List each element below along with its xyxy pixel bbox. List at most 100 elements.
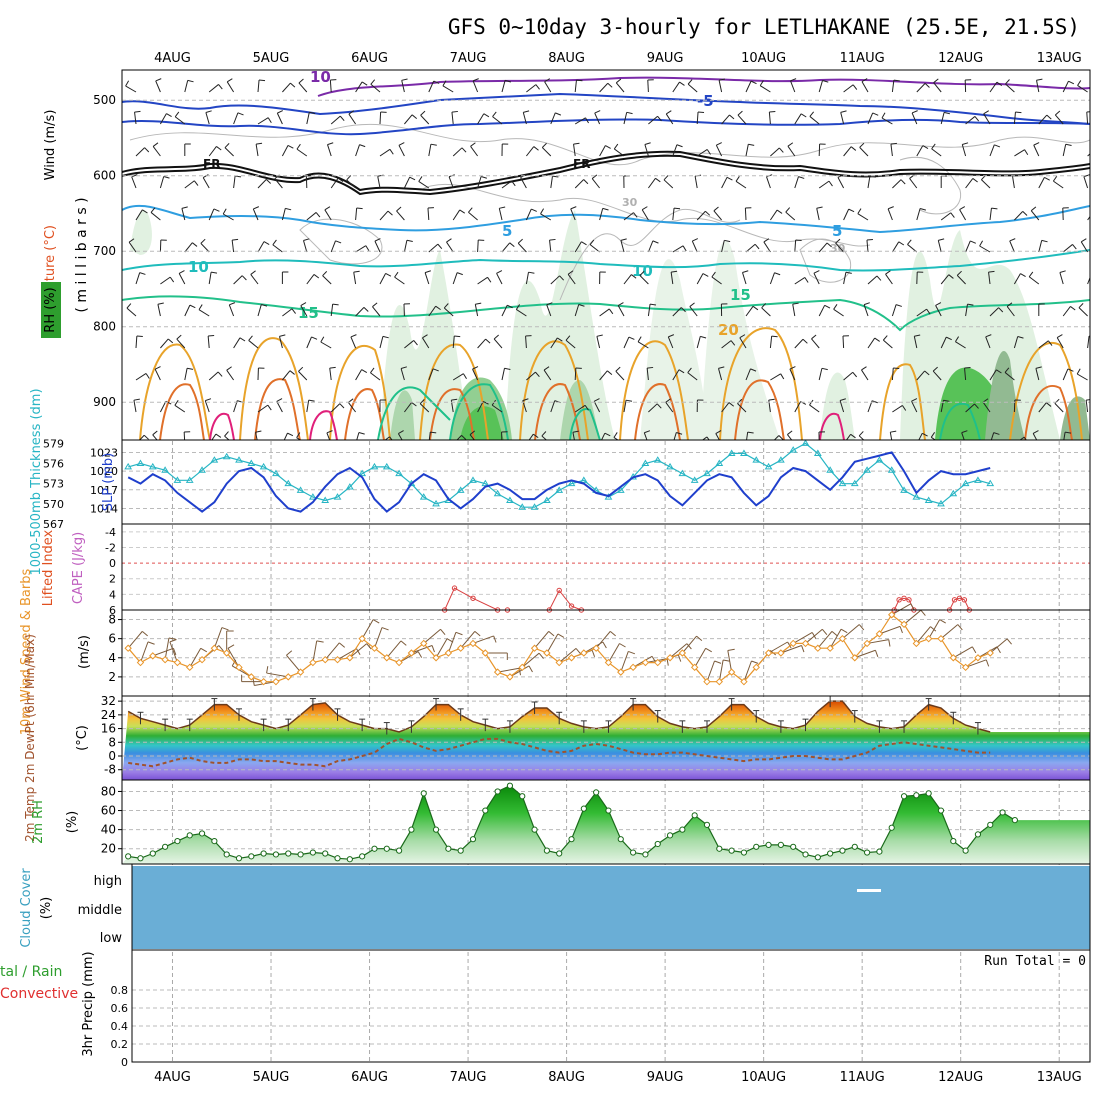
barb-feather	[874, 650, 879, 658]
barb-feather	[798, 176, 805, 179]
barb-feather	[226, 78, 233, 83]
barb-shaft	[989, 208, 992, 221]
barb-feather	[998, 307, 1004, 313]
wind-speed-point	[235, 663, 243, 672]
wind-barb	[257, 303, 268, 317]
barb-feather	[584, 405, 589, 411]
wind-barb	[298, 78, 308, 93]
wind-barb	[794, 176, 805, 189]
barb-feather	[133, 398, 140, 401]
wind-speed-point	[937, 634, 945, 643]
surface-wind-barb	[558, 648, 581, 663]
wind-barb	[160, 338, 174, 349]
barb-feather	[552, 175, 559, 178]
barb-feather	[848, 208, 855, 213]
barb-feather	[974, 116, 980, 122]
date-label: 7AUG	[450, 1070, 487, 1085]
barb-shaft	[477, 176, 482, 189]
wind-barb	[718, 78, 726, 93]
barb-feather	[628, 650, 636, 655]
rh-point	[987, 821, 994, 828]
barb-feather	[217, 371, 223, 377]
barb-shaft	[745, 243, 756, 253]
barb-feather	[677, 654, 682, 662]
wind-barb	[567, 270, 576, 285]
thickness-tick: 567	[43, 518, 64, 531]
wind-barb	[867, 275, 882, 285]
wind-barb	[525, 208, 537, 221]
barb-shaft	[959, 209, 967, 221]
wind-barb	[985, 334, 992, 349]
barb-shaft	[208, 208, 215, 221]
barb-shaft	[477, 338, 487, 349]
wind-barb	[202, 174, 210, 189]
barb-shaft	[937, 240, 942, 253]
rh-point	[580, 805, 587, 812]
barb-shaft	[1035, 368, 1040, 381]
contour-label: 30	[830, 242, 846, 255]
barb-feather	[737, 110, 743, 116]
wind-barb	[300, 302, 308, 317]
barb-feather	[950, 212, 955, 218]
barb-shaft	[233, 275, 243, 285]
barb-shaft	[989, 307, 999, 317]
barb-feather	[279, 334, 286, 337]
barb-shaft	[233, 337, 241, 349]
rh-point	[272, 851, 280, 858]
barb-shaft	[442, 85, 454, 93]
barb-feather	[831, 630, 838, 637]
wind-barb	[517, 238, 527, 253]
barb-shaft	[184, 80, 189, 93]
barb-feather	[291, 308, 296, 314]
barb-shaft	[979, 245, 991, 253]
rh-point	[457, 847, 464, 854]
wind-barb	[152, 142, 161, 157]
barb-shaft	[570, 208, 576, 221]
barb-feather	[178, 270, 185, 274]
barb-shaft	[1038, 340, 1049, 349]
barb-feather	[1078, 303, 1084, 309]
barb-shaft	[207, 336, 210, 349]
barb-feather	[979, 240, 984, 247]
wind-barb	[501, 367, 511, 381]
barb-shaft	[867, 639, 889, 644]
wind-barb	[329, 366, 336, 381]
barb-shaft	[226, 81, 235, 93]
wind-barb	[528, 433, 539, 440]
rh-point	[162, 843, 169, 850]
wind-speed-point	[703, 677, 711, 686]
wind-barb	[979, 240, 991, 253]
wind-barb	[224, 143, 234, 157]
wind-barb	[397, 430, 404, 440]
thickness-point	[678, 469, 687, 477]
wind-barb	[443, 303, 454, 317]
barb-shaft	[889, 432, 893, 440]
wind-barb	[159, 113, 172, 125]
barb-feather	[205, 398, 212, 402]
barb-shaft	[794, 338, 804, 349]
wind-barb	[613, 432, 619, 440]
barb-shaft	[892, 405, 903, 413]
y-tick-label: 0	[108, 749, 116, 763]
wind-barb	[745, 143, 755, 157]
barb-shaft	[164, 637, 170, 660]
rh-point	[285, 850, 292, 857]
rh-point	[888, 824, 895, 831]
barb-feather	[232, 238, 239, 241]
rh-point	[371, 845, 378, 852]
barb-shaft	[327, 144, 332, 157]
barb-shaft	[281, 208, 286, 221]
wind-speed-point	[567, 654, 576, 662]
barb-feather	[1006, 638, 1012, 645]
wind-barb	[472, 366, 479, 381]
barb-shaft	[593, 401, 601, 413]
barb-shaft	[1019, 436, 1025, 440]
barb-shaft	[329, 368, 332, 381]
barb-feather	[313, 274, 320, 279]
barb-shaft	[843, 371, 854, 381]
barb-shaft	[517, 242, 527, 253]
barb-shaft	[326, 432, 331, 440]
barb-shaft	[721, 177, 728, 189]
